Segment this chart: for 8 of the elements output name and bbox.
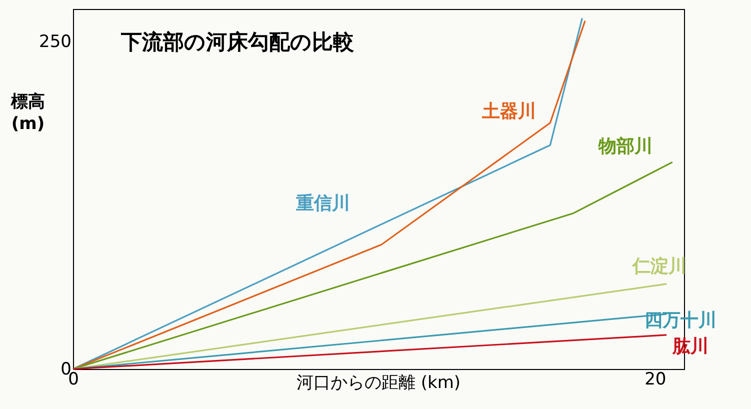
y-axis-title: 標高 (m) <box>10 92 45 134</box>
series-label: 土器川 <box>481 100 536 122</box>
series-label: 重信川 <box>295 193 350 214</box>
x-tick-label: 20 <box>644 370 666 390</box>
text: 下流部の河床勾配の比較 <box>120 30 355 54</box>
series-label: 物部川 <box>597 136 652 158</box>
x-axis-title: 河口からの距離 (km) <box>296 373 461 393</box>
y-tick-label: 250 <box>39 32 72 52</box>
